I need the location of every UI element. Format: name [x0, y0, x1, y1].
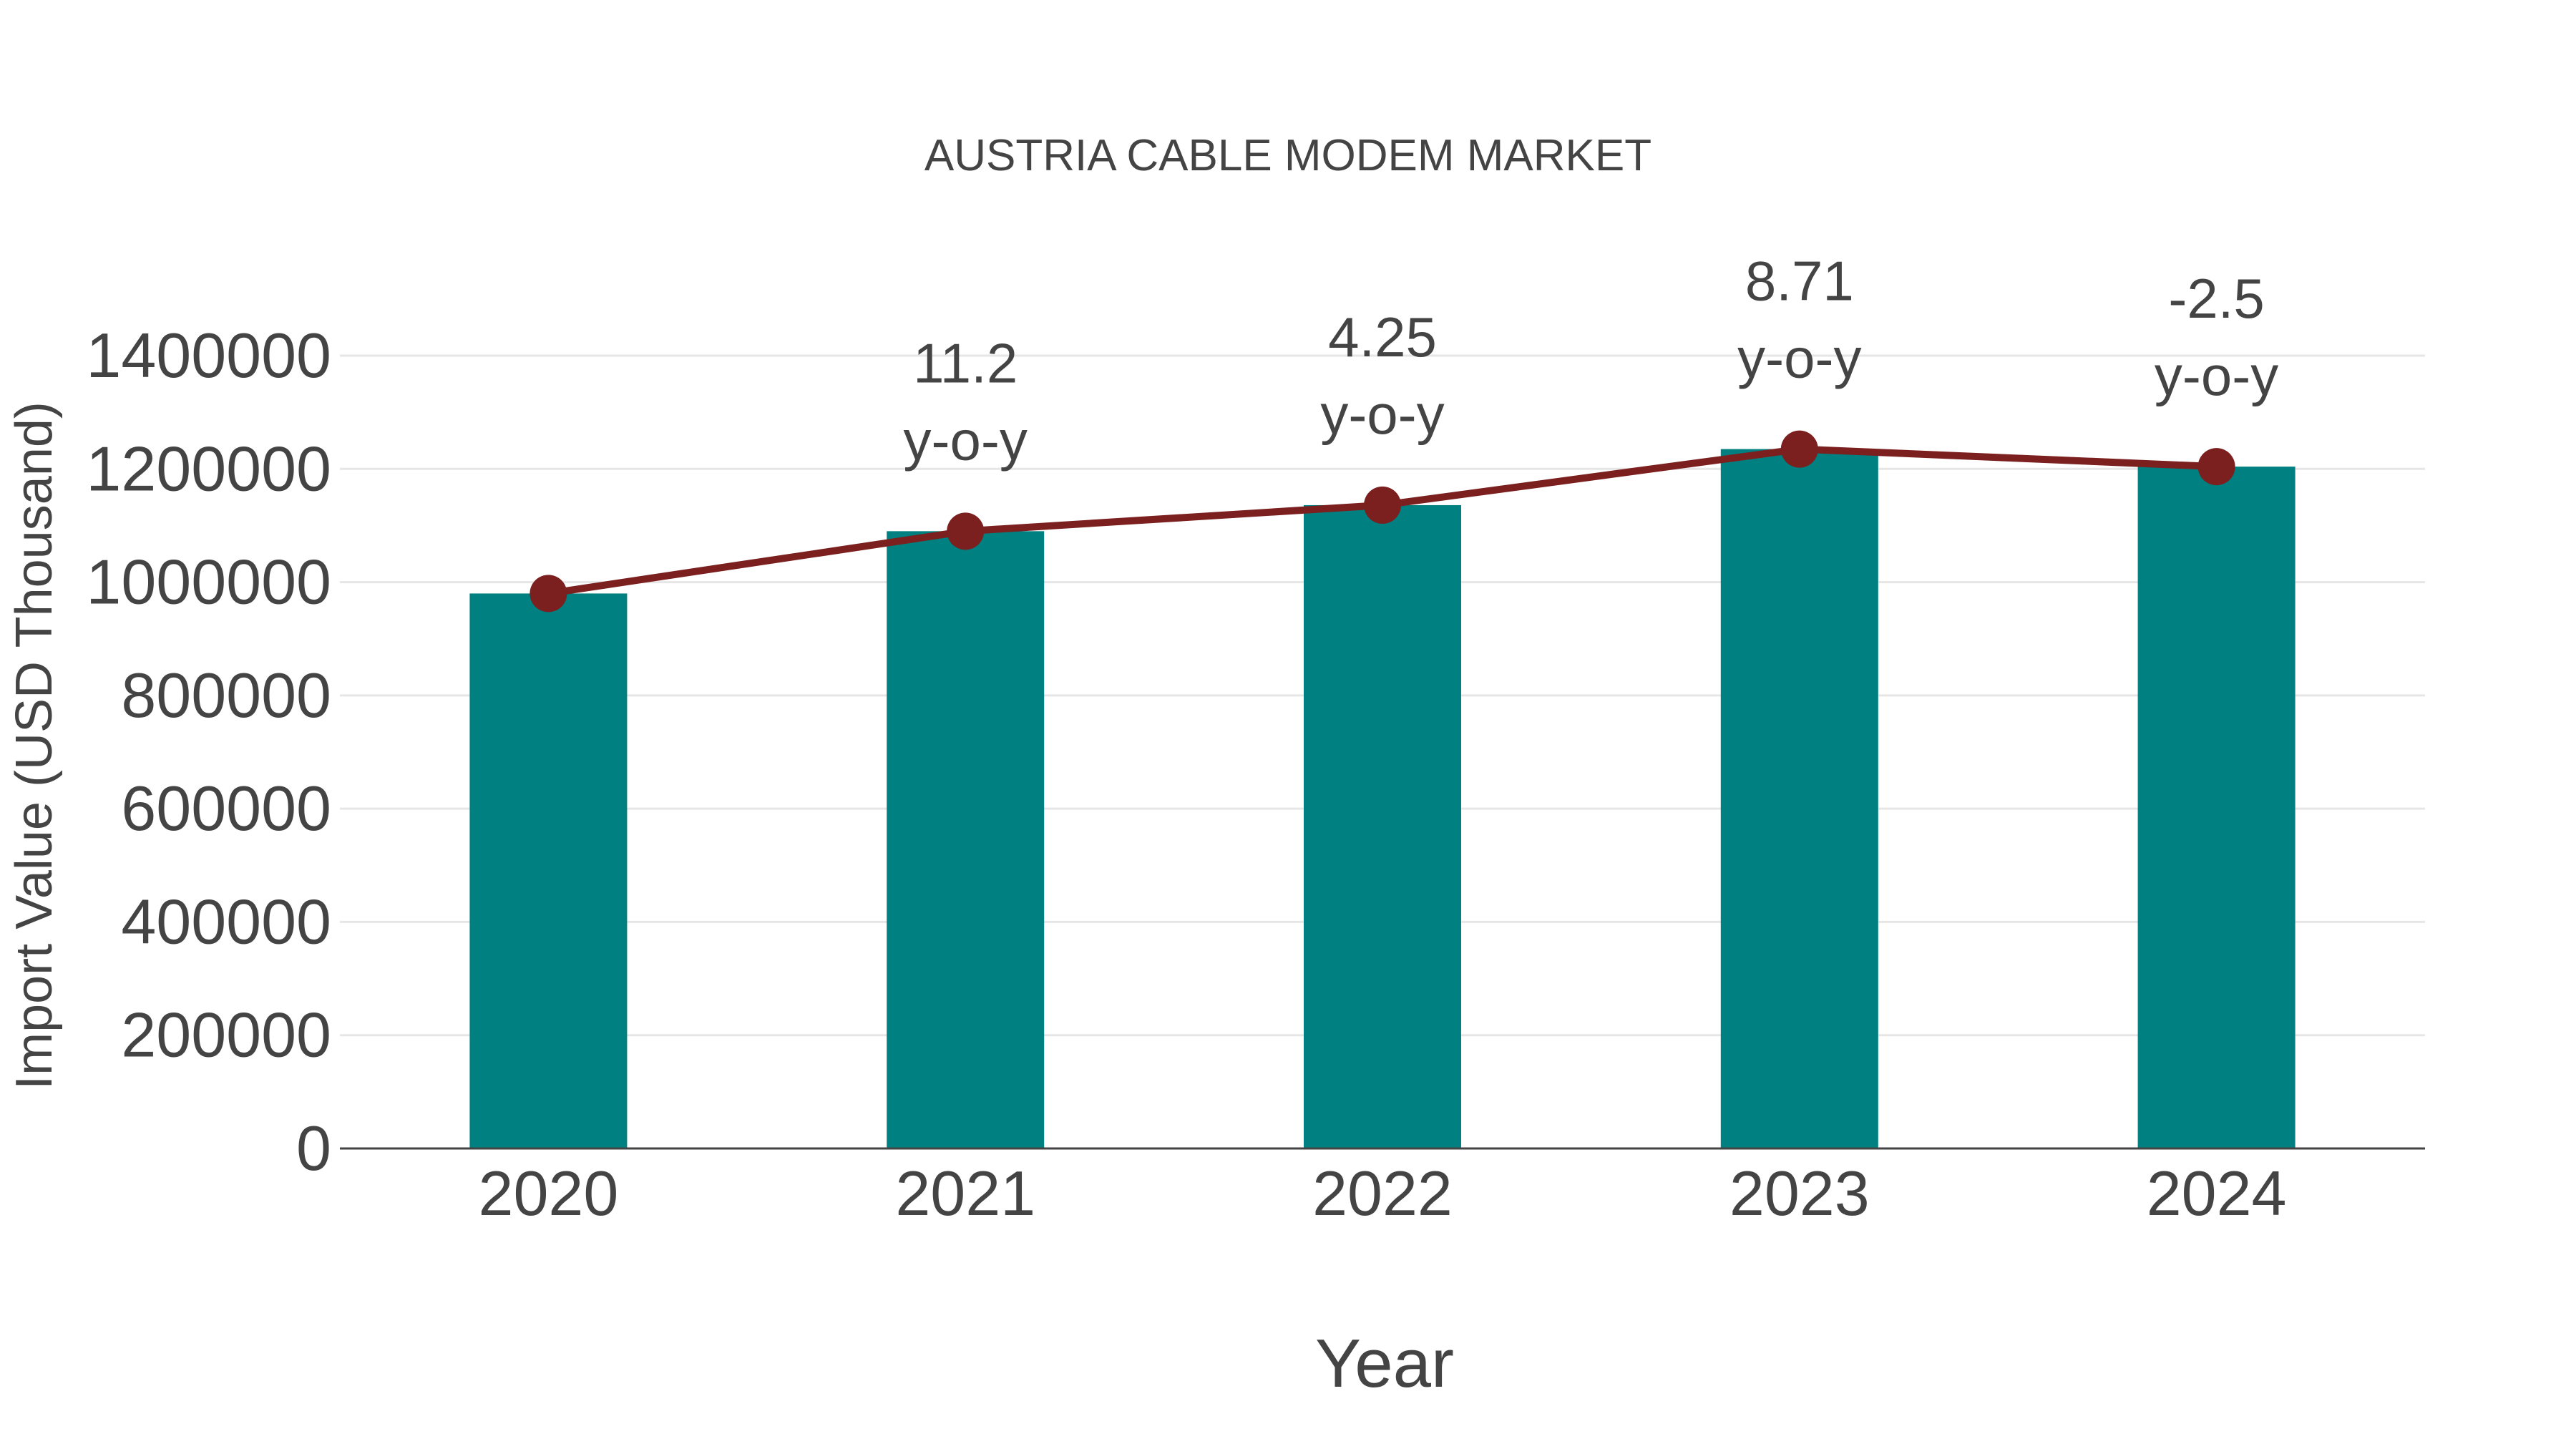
- y-tick-label: 1200000: [86, 433, 331, 504]
- yoy-annotations: 11.2 y-o-y 4.25 y-o-y 8.71 y-o-y -2.5 y-o-y: [904, 250, 2279, 472]
- y-tick-label: 1400000: [86, 320, 331, 391]
- trend-marker-2021: [947, 512, 985, 550]
- yoy-value: 8.71: [1745, 250, 1854, 313]
- y-axis-title: Import Value (USD Thousand): [6, 401, 63, 1090]
- yoy-suffix: y-o-y: [1320, 383, 1444, 446]
- line-series: [530, 430, 2235, 613]
- y-tick-label: 600000: [121, 773, 331, 844]
- y-tick-label: 400000: [121, 886, 331, 957]
- y-tick-label: 800000: [121, 660, 331, 731]
- yoy-suffix: y-o-y: [2155, 344, 2278, 407]
- yoy-value: 11.2: [913, 331, 1018, 394]
- x-tick-label: 2020: [479, 1158, 619, 1229]
- bar-2024: [2137, 467, 2296, 1148]
- x-axis-ticks: 2020 2021 2022 2023 2024: [479, 1158, 2287, 1229]
- y-tick-label: 1000000: [86, 547, 331, 618]
- x-tick-label: 2023: [1729, 1158, 1870, 1229]
- x-tick-label: 2024: [2147, 1158, 2287, 1229]
- bar-2023: [1720, 449, 1878, 1148]
- yoy-suffix: y-o-y: [1737, 327, 1861, 390]
- yoy-value: -2.5: [2168, 267, 2264, 330]
- trend-marker-2024: [2197, 448, 2235, 486]
- chart-title: AUSTRIA CABLE MODEM MARKET: [924, 131, 1652, 180]
- yoy-suffix: y-o-y: [904, 409, 1028, 472]
- trend-marker-2020: [530, 575, 567, 613]
- yoy-value: 4.25: [1328, 306, 1437, 369]
- bar-series: [469, 449, 2296, 1148]
- y-tick-label: 0: [296, 1113, 331, 1184]
- trend-marker-2022: [1364, 486, 1401, 524]
- bar-2021: [887, 531, 1045, 1148]
- bar-2022: [1304, 504, 1461, 1148]
- y-tick-label: 200000: [121, 1000, 331, 1070]
- bar-2020: [469, 593, 628, 1148]
- y-axis-ticks: 0 200000 400000 600000 800000 1000000 1200000 1…: [86, 320, 331, 1184]
- x-axis-title: Year: [1315, 1325, 1454, 1402]
- trend-marker-2023: [1780, 430, 1818, 468]
- x-tick-label: 2022: [1312, 1158, 1453, 1229]
- x-tick-label: 2021: [895, 1158, 1035, 1229]
